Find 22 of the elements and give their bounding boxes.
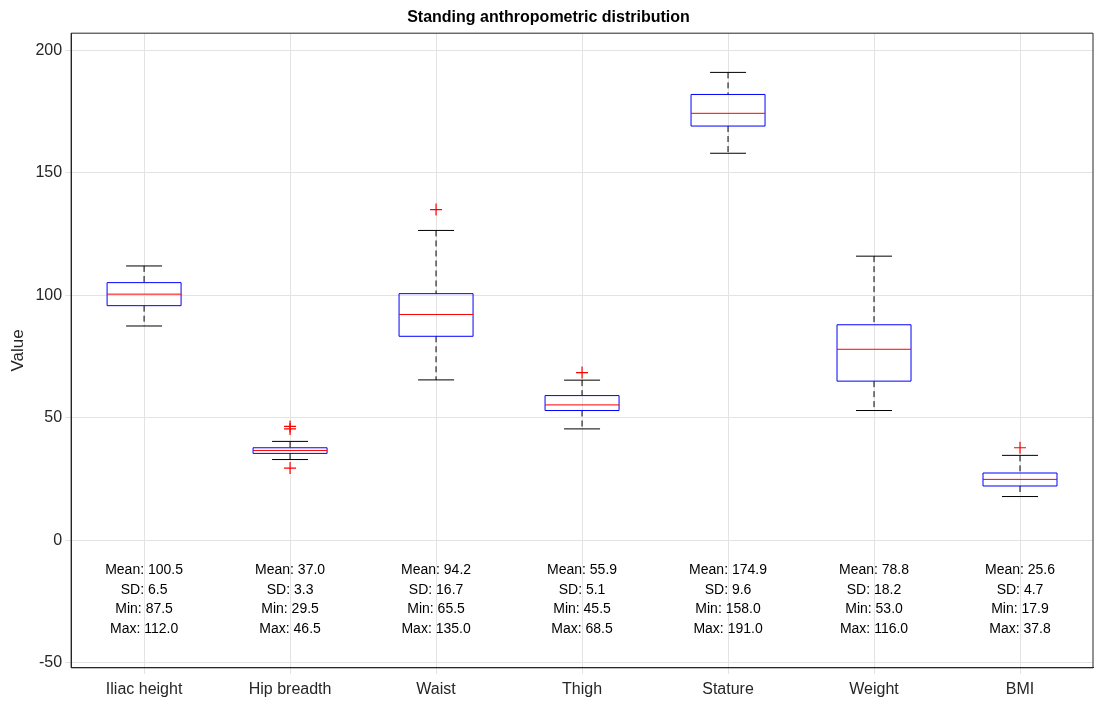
annotation: Mean: 100.5 SD: 6.5 Min: 87.5 Max: 112.0: [105, 561, 184, 636]
y-axis-title: Value: [7, 329, 27, 372]
y-tick-label: 50: [44, 408, 63, 426]
x-tick-label: BMI: [1005, 679, 1035, 697]
y-tick-label: 100: [35, 285, 63, 303]
annotation: Mean: 25.6 SD: 4.7 Min: 17.9 Max: 37.8: [984, 561, 1056, 636]
annotation: Mean: 55.9 SD: 5.1 Min: 45.5 Max: 68.5: [547, 561, 618, 636]
y-tick-label: 0: [53, 530, 63, 548]
annotation: Mean: 94.2 SD: 16.7 Min: 65.5 Max: 135.0: [401, 561, 472, 636]
x-tick-label: Weight: [849, 679, 900, 697]
x-tick-label: Thigh: [562, 679, 603, 697]
x-tick-label: Stature: [702, 679, 754, 697]
y-tick-label: 200: [35, 40, 63, 58]
y-tick-label: 150: [35, 163, 63, 181]
y-tick-label: -50: [38, 653, 63, 671]
annotation: Mean: 78.8 SD: 18.2 Min: 53.0 Max: 116.0: [838, 561, 910, 636]
annotation: Mean: 174.9 SD: 9.6 Min: 158.0 Max: 191.0: [689, 561, 768, 636]
x-tick-label: Waist: [416, 679, 457, 697]
chart-title: Standing anthropometric distribution: [407, 8, 690, 26]
annotation: Mean: 37.0 SD: 3.3 Min: 29.5 Max: 46.5: [255, 561, 326, 636]
x-tick-label: Iliac height: [105, 679, 183, 697]
x-tick-label: Hip breadth: [248, 679, 332, 697]
